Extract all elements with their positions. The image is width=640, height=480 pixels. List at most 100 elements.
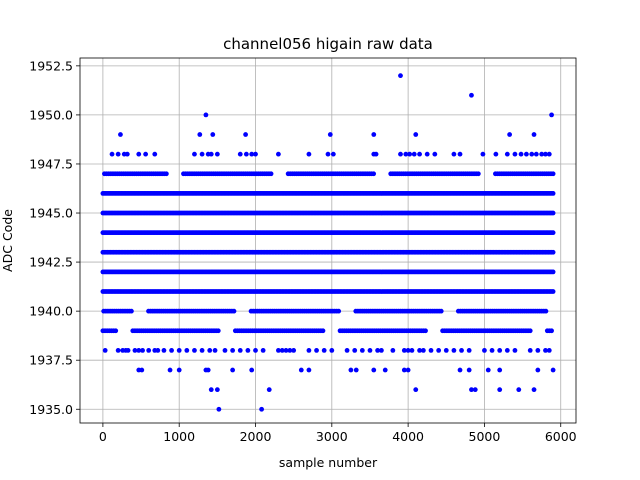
data-point: [344, 347, 350, 353]
data-point: [249, 151, 255, 157]
data-point: [531, 387, 537, 393]
data-point: [423, 328, 428, 334]
data-point: [504, 347, 510, 353]
data-point: [550, 230, 556, 236]
data-point: [359, 347, 365, 353]
data-point: [306, 347, 312, 353]
data-point: [146, 347, 152, 353]
data-point: [203, 112, 209, 118]
data-point: [230, 347, 236, 353]
data-point: [291, 347, 297, 353]
data-point: [428, 347, 434, 353]
data-point: [533, 151, 539, 157]
data-point: [192, 151, 197, 157]
data-point: [409, 347, 415, 353]
data-point: [287, 347, 293, 353]
data-point: [424, 151, 430, 157]
x-tick-label: 5000: [469, 429, 501, 444]
data-point: [176, 347, 182, 353]
data-point: [199, 151, 205, 157]
data-point: [518, 151, 524, 157]
y-axis-label: ADC Code: [0, 209, 15, 272]
data-point: [472, 387, 478, 393]
data-point: [152, 151, 158, 157]
data-point: [231, 308, 237, 314]
data-point: [155, 347, 161, 353]
data-point: [436, 347, 442, 353]
data-point: [550, 191, 556, 196]
data-point: [398, 151, 403, 157]
data-point: [382, 367, 388, 373]
data-point: [367, 347, 373, 353]
data-point: [327, 132, 333, 137]
data-point: [405, 347, 411, 353]
data-point: [504, 151, 510, 157]
data-point: [260, 347, 266, 353]
data-point: [457, 151, 463, 157]
data-point: [283, 347, 289, 353]
data-point: [125, 347, 131, 353]
data-point: [549, 112, 554, 118]
data-point: [222, 347, 228, 353]
data-point: [401, 367, 407, 373]
data-point: [459, 347, 464, 353]
data-point: [314, 347, 319, 353]
data-point: [417, 347, 422, 353]
data-point: [279, 347, 285, 353]
data-point: [546, 151, 552, 157]
data-point: [512, 347, 518, 353]
data-point: [109, 151, 115, 157]
data-point: [411, 151, 417, 157]
data-point: [197, 132, 203, 137]
data-point: [132, 347, 138, 353]
data-point: [136, 151, 142, 157]
y-tick-label: 1940.0: [29, 304, 73, 319]
data-point: [321, 347, 327, 353]
data-point: [489, 347, 495, 353]
data-point: [329, 347, 335, 353]
data-point: [516, 387, 522, 393]
data-point: [268, 171, 274, 177]
data-point: [115, 347, 121, 353]
data-point: [420, 347, 426, 353]
data-point: [249, 367, 255, 373]
data-point: [139, 367, 145, 373]
data-point: [550, 249, 556, 255]
data-point: [371, 132, 377, 137]
data-point: [266, 387, 272, 393]
data-point: [543, 308, 549, 314]
data-point: [253, 151, 258, 157]
data-point: [539, 151, 545, 157]
data-point: [352, 347, 358, 353]
data-point: [405, 367, 411, 373]
data-point: [550, 171, 556, 177]
data-point: [443, 347, 449, 353]
data-point: [371, 171, 377, 177]
data-point: [208, 387, 214, 393]
data-point: [549, 328, 554, 334]
data-point: [210, 132, 216, 137]
x-tick-label: 6000: [545, 429, 577, 444]
data-point: [531, 132, 537, 137]
data-point: [398, 73, 403, 79]
data-point: [320, 328, 326, 334]
data-point: [115, 151, 121, 157]
data-point: [184, 347, 190, 353]
plot-frame: [79, 57, 577, 424]
data-point: [230, 367, 236, 373]
data-point: [124, 151, 130, 157]
x-tick-label: 0: [99, 429, 107, 444]
y-tick-label: 1947.5: [29, 156, 73, 171]
data-point: [469, 92, 474, 98]
data-point: [276, 347, 281, 353]
data-point: [475, 171, 481, 177]
data-point: [543, 151, 548, 157]
data-point: [390, 347, 396, 353]
data-point: [529, 151, 535, 157]
data-point: [493, 151, 499, 157]
data-point: [208, 151, 214, 157]
x-axis-label: sample number: [279, 455, 378, 470]
data-point: [550, 289, 556, 294]
y-tick-label: 1950.0: [29, 107, 73, 122]
